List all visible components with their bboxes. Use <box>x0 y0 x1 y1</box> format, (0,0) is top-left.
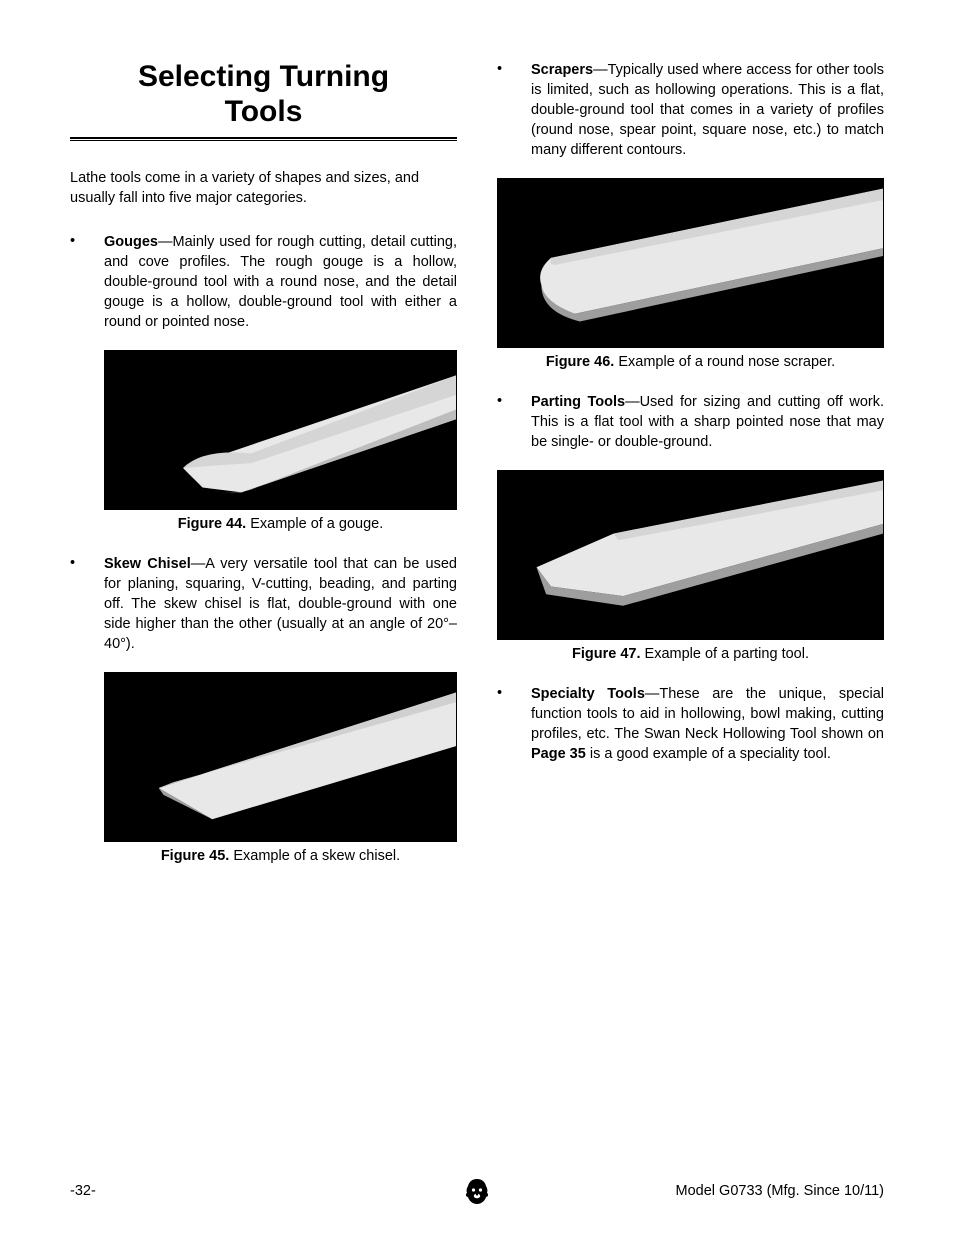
bullet-body: Gouges—Mainly used for rough cutting, de… <box>104 232 457 332</box>
title-line-1: Selecting Turning <box>138 60 389 93</box>
page-footer: -32- Model G0733 (Mfg. Since 10/11) <box>70 1183 884 1199</box>
term-skew: Skew Chisel <box>104 556 191 572</box>
figure-44: Figure 44. Example of a gouge. <box>104 350 457 532</box>
term-specialty: Specialty Tools <box>531 686 645 702</box>
figure-45-text: Example of a skew chisel. <box>229 848 400 864</box>
footer-logo-icon <box>464 1177 490 1205</box>
term-parting: Parting Tools <box>531 394 625 410</box>
figure-47-caption: Figure 47. Example of a parting tool. <box>497 646 884 662</box>
bullet-dot: • <box>497 684 531 764</box>
text-specialty-after: is a good example of a speciality tool. <box>586 746 831 762</box>
term-scrapers: Scrapers <box>531 62 593 78</box>
figure-44-label: Figure 44. <box>178 516 247 532</box>
two-column-layout: Selecting Turning Tools Lathe tools come… <box>70 60 884 886</box>
bullet-body: Parting Tools—Used for sizing and cuttin… <box>531 392 884 452</box>
figure-44-image <box>104 350 457 510</box>
bullet-dot: • <box>70 554 104 654</box>
bullet-parting: • Parting Tools—Used for sizing and cutt… <box>497 392 884 452</box>
figure-47: Figure 47. Example of a parting tool. <box>497 470 884 662</box>
figure-44-text: Example of a gouge. <box>246 516 383 532</box>
figure-46-caption: Figure 46. Example of a round nose scrap… <box>497 354 884 370</box>
right-column: • Scrapers—Typically used where access f… <box>497 60 884 886</box>
figure-45-label: Figure 45. <box>161 848 230 864</box>
title-line-2: Tools <box>225 95 303 128</box>
bullet-gouges: • Gouges—Mainly used for rough cutting, … <box>70 232 457 332</box>
figure-45-caption: Figure 45. Example of a skew chisel. <box>104 848 457 864</box>
figure-45-image <box>104 672 457 842</box>
bullet-body: Specialty Tools—These are the unique, sp… <box>531 684 884 764</box>
section-title: Selecting Turning Tools <box>70 60 457 129</box>
bullet-dot: • <box>497 60 531 160</box>
term-gouges: Gouges <box>104 234 158 250</box>
figure-44-caption: Figure 44. Example of a gouge. <box>104 516 457 532</box>
intro-paragraph: Lathe tools come in a variety of shapes … <box>70 169 457 208</box>
title-rule <box>70 137 457 141</box>
figure-46-text: Example of a round nose scraper. <box>614 354 835 370</box>
bullet-dot: • <box>497 392 531 452</box>
bullet-scrapers: • Scrapers—Typically used where access f… <box>497 60 884 160</box>
bullet-skew: • Skew Chisel—A very versatile tool that… <box>70 554 457 654</box>
model-info: Model G0733 (Mfg. Since 10/11) <box>676 1183 884 1199</box>
figure-47-text: Example of a parting tool. <box>641 646 809 662</box>
bullet-body: Scrapers—Typically used where access for… <box>531 60 884 160</box>
figure-47-image <box>497 470 884 640</box>
figure-46: Figure 46. Example of a round nose scrap… <box>497 178 884 370</box>
figure-45: Figure 45. Example of a skew chisel. <box>104 672 457 864</box>
page-number: -32- <box>70 1183 96 1199</box>
page-ref: Page 35 <box>531 746 586 762</box>
figure-47-label: Figure 47. <box>572 646 641 662</box>
bullet-specialty: • Specialty Tools—These are the unique, … <box>497 684 884 764</box>
bullet-dot: • <box>70 232 104 332</box>
figure-46-image <box>497 178 884 348</box>
left-column: Selecting Turning Tools Lathe tools come… <box>70 60 457 886</box>
bullet-body: Skew Chisel—A very versatile tool that c… <box>104 554 457 654</box>
figure-46-label: Figure 46. <box>546 354 615 370</box>
